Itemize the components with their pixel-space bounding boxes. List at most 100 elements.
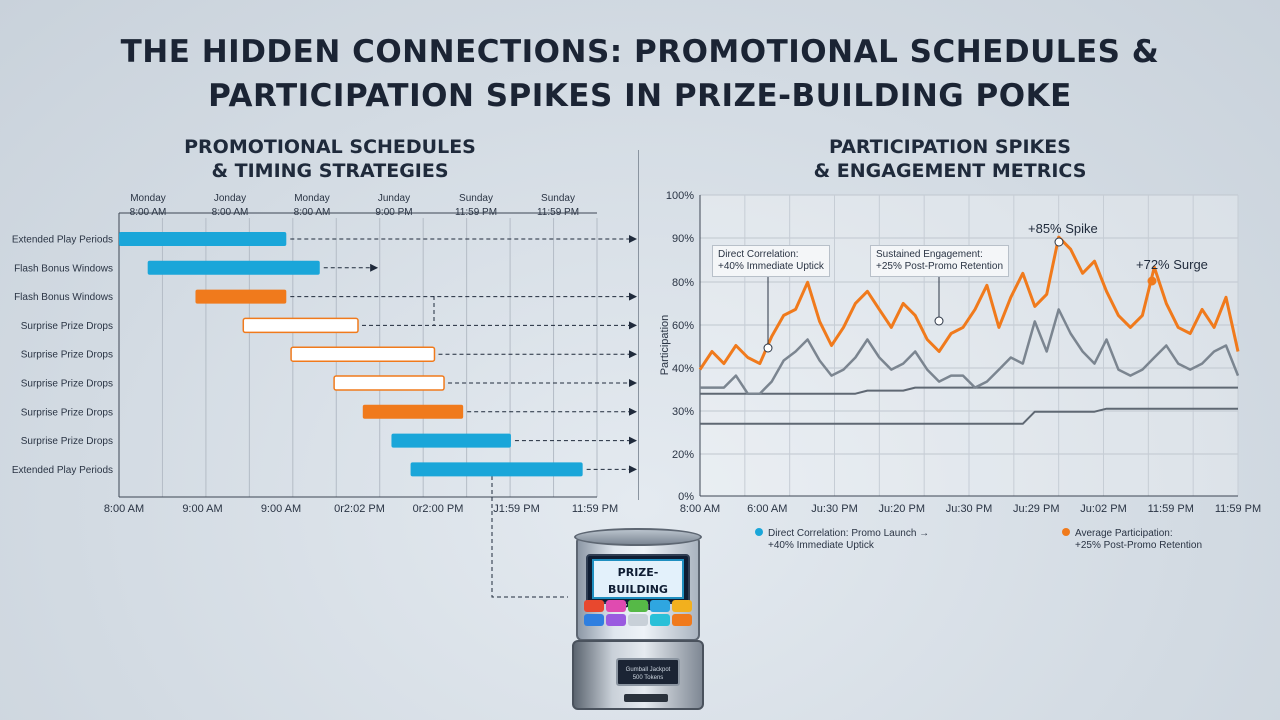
gantt-row-label: Surprise Prize Drops [21,436,113,447]
gantt-bottom-tick: 8:00 AM [104,503,144,515]
machine-plate-line1: Gumball Jackpot [625,667,671,673]
gantt-row-label: Flash Bonus Windows [14,292,113,303]
gantt-bottom-tick: 11:59 PM [572,503,618,515]
annotation-line1: Direct Correlation: [718,249,799,260]
gantt-row-label: Surprise Prize Drops [21,379,113,390]
legend-line1: Average Participation: [1075,528,1173,539]
gantt-machine-connector [491,476,568,598]
annotation-sustained-engagement: Sustained Engagement: +25% Post-Promo Re… [870,245,1010,277]
annotation-line2: +40% Immediate Uptick [718,261,824,272]
line-series [700,308,1240,395]
gantt-top-tick-time: 11:59 PM [455,207,497,218]
annotation-line1: Sustained Engagement: [876,249,983,260]
line-y-tick: 40% [672,363,694,375]
machine-prize-slot [624,694,668,702]
prize-bin [584,600,604,612]
line-x-tick: 8:00 AM [680,503,720,515]
annotation-line2: +25% Post-Promo Retention [876,261,1004,272]
prize-bin [628,600,648,612]
line-x-tick: Ju:30 PM [811,503,857,515]
line-series [700,407,1238,425]
gantt-row-label: Flash Bonus Windows [14,263,113,274]
surge-marker [1147,276,1157,286]
surge-label-72: +72% Surge [1136,257,1208,272]
gantt-row-label: Extended Play Periods [12,465,113,476]
gantt-row-label: Surprise Prize Drops [21,407,113,418]
machine-screen: PRIZE-BUILDING POKE [586,554,690,613]
panel-divider [638,150,639,500]
gantt-bar [147,260,320,275]
gantt-bar [290,346,436,362]
line-x-tick: 11:59 PM [1215,503,1261,515]
machine-plate: Gumball Jackpot 500 Tokens [616,658,680,686]
line-y-axis-label: Participation [659,315,671,376]
spike-label-85: +85% Spike [1028,221,1098,236]
annotation-leader-marker [934,316,944,326]
gantt-top-tick-day: Monday [130,193,166,204]
gantt-bottom-tick: 0r2:00 PM [413,503,464,515]
line-title-line1: PARTICIPATION SPIKES [829,136,1071,158]
machine-plate-line2: 500 Tokens [632,675,664,681]
prize-bin [584,614,604,626]
line-series [700,386,1238,395]
machine-screen-label: PRIZE-BUILDING POKE [592,559,684,613]
gantt-row-label: Surprise Prize Drops [21,350,113,361]
gantt-top-tick-day: Sunday [541,193,575,204]
gantt-top-tick-time: 8:00 AM [294,207,331,218]
gantt-top-tick-day: Jonday [214,193,246,204]
gantt-bar [391,433,511,448]
legend-item-average-participation: Average Participation: +25% Post-Promo R… [1062,528,1202,552]
line-y-tick: 20% [672,449,694,461]
legend-item-direct-correlation: Direct Correlation: Promo Launch → +40% … [755,528,929,552]
line-y-tick: 30% [672,406,694,418]
gantt-title-line2: & TIMING STRATEGIES [211,160,449,182]
gantt-bar [242,317,359,334]
legend-line1: Direct Correlation: Promo Launch → [768,528,930,539]
gantt-bottom-tick: 0r2:02 PM [334,503,385,515]
legend-line2: +25% Post-Promo Retention [1075,540,1203,551]
line-y-tick: 0% [678,491,694,503]
main-title-line2: PARTICIPATION SPIKES IN PRIZE-BUILDING P… [208,78,1072,114]
machine-screen-line1: PRIZE-BUILDING [608,566,668,596]
gantt-row-label: Surprise Prize Drops [21,321,113,332]
gantt-title-line1: PROMOTIONAL SCHEDULES [184,136,476,158]
annotation-direct-correlation: Direct Correlation: +40% Immediate Uptic… [712,245,830,277]
spike-marker [1054,237,1064,247]
machine-lid [574,528,702,546]
prize-machine-illustration: PRIZE-BUILDING POKE Gumball Jackpot 500 … [568,528,708,713]
prize-bin [650,614,670,626]
prize-bin [650,600,670,612]
gantt-title: PROMOTIONAL SCHEDULES & TIMING STRATEGIE… [120,135,540,183]
prize-bin [672,614,692,626]
line-y-tick: 60% [672,320,694,332]
prize-bin [672,600,692,612]
gantt-bottom-tick: J1:59 PM [493,503,539,515]
line-series [698,235,1240,371]
line-y-tick: 80% [672,277,694,289]
gantt-top-tick-time: 8:00 AM [130,207,167,218]
gantt-bar [195,289,287,304]
gantt-bar [362,404,464,419]
legend-line2: +40% Immediate Uptick [768,540,874,551]
gantt-top-tick-time: 8:00 AM [212,207,249,218]
gantt-top-tick-day: Junday [378,193,410,204]
gantt-row-label: Extended Play Periods [12,235,113,246]
line-chart-title: PARTICIPATION SPIKES & ENGAGEMENT METRIC… [760,135,1140,183]
legend-dot-orange [1062,528,1070,536]
gantt-bar [119,232,287,246]
line-y-tick: 90% [672,233,694,245]
line-x-tick: Ju:29 PM [1013,503,1059,515]
gantt-bottom-tick: 9:00 AM [261,503,301,515]
prize-bin [628,614,648,626]
gantt-top-tick-day: Sunday [459,193,493,204]
line-y-tick: 100% [666,190,694,202]
gantt-top-tick-time: 11:59 PM [537,207,579,218]
annotation-leader-marker [763,343,773,353]
line-x-tick: 6:00 AM [747,503,787,515]
prize-bin [606,600,626,612]
gantt-bar [410,462,583,477]
line-x-tick: Ju:30 PM [946,503,992,515]
gantt-bottom-tick: 9:00 AM [182,503,222,515]
legend-dot-blue [755,528,763,536]
